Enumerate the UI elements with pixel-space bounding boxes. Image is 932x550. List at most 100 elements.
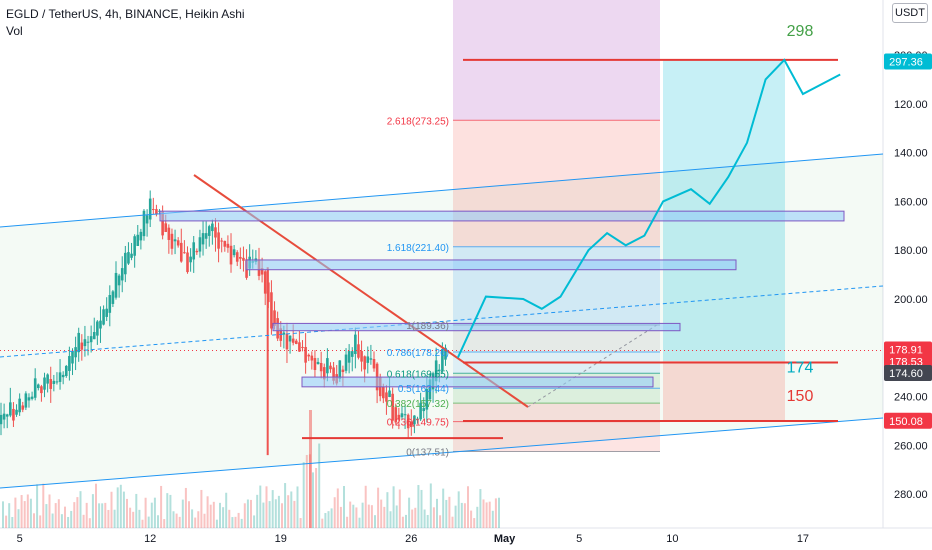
candle-body: [152, 209, 155, 211]
candle-body: [344, 354, 348, 371]
candle-body: [0, 414, 3, 425]
channel-lower-line[interactable]: [0, 417, 884, 489]
volume-bar: [29, 498, 32, 528]
projection-path[interactable]: [456, 58, 841, 359]
volume-bar: [324, 513, 327, 528]
time-tick-label: 26: [405, 533, 417, 545]
candle-body: [61, 374, 65, 378]
volume-label[interactable]: Vol: [6, 24, 23, 38]
drawings-layer: [0, 58, 884, 489]
volume-bar: [485, 502, 488, 528]
candle-body: [5, 414, 9, 417]
candle-body: [49, 379, 53, 389]
channel-mid-line[interactable]: [0, 285, 884, 358]
volume-bar: [457, 491, 460, 528]
volume-bar: [349, 501, 352, 528]
candle-body: [391, 393, 394, 421]
candle-body: [30, 396, 34, 399]
candle-body: [288, 335, 292, 342]
volume-bar: [194, 517, 197, 528]
fib-zone-red: [453, 120, 660, 247]
volume-bar: [132, 511, 135, 528]
candle-body: [329, 365, 332, 370]
candle-body: [223, 240, 227, 247]
candle-body: [136, 234, 140, 246]
candle-body: [301, 346, 304, 348]
price-tick-label: 260.00: [894, 440, 928, 452]
volume-bar: [60, 514, 63, 528]
candle-body: [316, 361, 320, 365]
candle-body: [124, 252, 127, 275]
volume-bar: [141, 519, 144, 528]
volume-bar: [181, 499, 184, 528]
volume-bar: [79, 491, 82, 528]
candle-body: [322, 367, 326, 380]
candle-body: [285, 333, 289, 350]
candle-body: [372, 358, 376, 369]
price-tag[interactable]: [884, 412, 932, 429]
volume-bar: [219, 502, 221, 528]
volume-bar: [352, 504, 355, 528]
volume-bar: [305, 454, 308, 528]
volume-bar: [398, 489, 401, 528]
candle-body: [40, 386, 43, 394]
zone-rect[interactable]: [301, 376, 654, 388]
volume-bar: [225, 492, 228, 528]
volume-bar: [377, 487, 380, 528]
volume-bar: [374, 515, 376, 528]
volume-bar: [20, 495, 23, 528]
zone-rect[interactable]: [245, 259, 737, 271]
candle-body: [195, 250, 199, 253]
volume-bar: [268, 501, 271, 528]
candle-body: [294, 340, 298, 344]
price-tick-label: 280.00: [894, 489, 928, 501]
candle-body: [2, 413, 6, 420]
volume-bar: [178, 516, 181, 528]
price-tick-label: 140.00: [894, 148, 928, 160]
candle-body: [422, 408, 426, 412]
candle-body: [357, 344, 360, 358]
volume-bar: [256, 494, 259, 528]
fib-label: 0.382(157.32): [387, 399, 449, 410]
volume-bar: [405, 514, 407, 528]
volume-bar: [91, 494, 94, 528]
volume-bar: [284, 483, 287, 528]
price-tick-label: 120.00: [894, 99, 928, 111]
volume-bar: [163, 519, 166, 528]
candle-body: [382, 386, 385, 399]
channel-upper-line[interactable]: [0, 153, 884, 228]
price-tag[interactable]: [884, 364, 932, 381]
volume-bar: [417, 485, 420, 528]
volume-bar: [367, 504, 370, 528]
price-tag[interactable]: [884, 53, 932, 70]
volume-bar: [426, 514, 429, 528]
volume-bar: [23, 501, 26, 528]
zone-rect[interactable]: [272, 322, 681, 332]
volume-bar: [358, 517, 361, 528]
volume-bar: [312, 472, 314, 528]
volume-bar: [476, 506, 479, 528]
volume-bar: [39, 515, 42, 528]
volume-bar: [262, 502, 265, 528]
volume-bar: [364, 485, 367, 528]
volume-bar: [231, 517, 234, 528]
candle-body: [369, 358, 373, 360]
volume-bar: [234, 516, 237, 528]
symbol-title[interactable]: EGLD / TetherUS, 4h, BINANCE, Heikin Ash…: [6, 7, 245, 21]
volume-bar: [302, 462, 305, 528]
volume-bar: [265, 486, 268, 528]
volume-bar: [153, 497, 156, 528]
candle-body: [198, 237, 202, 252]
candle-body: [366, 356, 370, 363]
candle-body: [108, 295, 112, 313]
candle-body: [332, 367, 335, 381]
volume-bar: [370, 505, 373, 528]
zone-rect[interactable]: [159, 210, 845, 222]
candle-body: [46, 374, 49, 384]
candle-body: [15, 409, 18, 415]
volume-bar: [386, 492, 389, 528]
volume-bar: [479, 489, 482, 528]
currency-button[interactable]: USDT: [892, 3, 928, 23]
volume-bar: [327, 511, 330, 528]
